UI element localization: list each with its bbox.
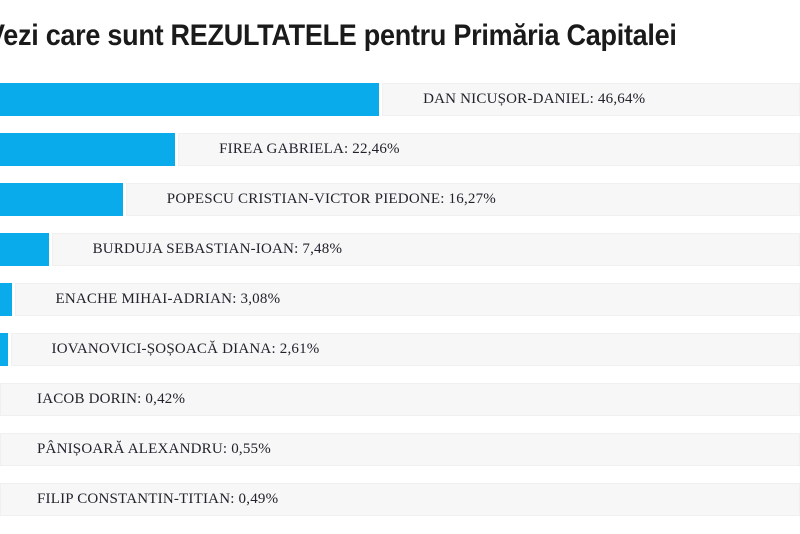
candidate-result-label: FIREA GABRIELA: 22,46% bbox=[219, 141, 400, 157]
result-row: FIREA GABRIELA: 22,46% bbox=[0, 133, 800, 166]
result-row-track: BURDUJA SEBASTIAN-IOAN: 7,48% bbox=[51, 233, 800, 266]
page-title: Vezi care sunt REZULTATELE pentru Primăr… bbox=[0, 19, 677, 52]
candidate-result-label: IACOB DORIN: 0,42% bbox=[37, 391, 186, 407]
result-row: PÂNIȘOARĂ ALEXANDRU: 0,55% bbox=[0, 433, 800, 466]
candidate-result-label: DAN NICUȘOR-DANIEL: 46,64% bbox=[423, 91, 646, 107]
result-bar bbox=[0, 233, 49, 266]
result-row-track: IACOB DORIN: 0,42% bbox=[0, 383, 800, 416]
result-bar bbox=[0, 283, 12, 316]
result-row-track: PÂNIȘOARĂ ALEXANDRU: 0,55% bbox=[0, 433, 800, 466]
result-row-track: IOVANOVICI-ȘOȘOACĂ DIANA: 2,61% bbox=[10, 333, 800, 366]
result-row-track: FILIP CONSTANTIN-TITIAN: 0,49% bbox=[0, 483, 800, 516]
candidate-result-label: FILIP CONSTANTIN-TITIAN: 0,49% bbox=[37, 491, 279, 507]
results-bar-chart: DAN NICUȘOR-DANIEL: 46,64% FIREA GABRIELA… bbox=[0, 83, 800, 533]
result-row-track: POPESCU CRISTIAN-VICTOR PIEDONE: 16,27% bbox=[125, 183, 800, 216]
result-bar bbox=[0, 83, 380, 116]
result-row-track: ENACHE MIHAI-ADRIAN: 3,08% bbox=[14, 283, 800, 316]
result-row: IACOB DORIN: 0,42% bbox=[0, 383, 800, 416]
result-row: POPESCU CRISTIAN-VICTOR PIEDONE: 16,27% bbox=[0, 183, 800, 216]
result-bar bbox=[0, 333, 8, 366]
candidate-result-label: PÂNIȘOARĂ ALEXANDRU: 0,55% bbox=[37, 441, 271, 457]
result-row-track: DAN NICUȘOR-DANIEL: 46,64% bbox=[382, 83, 800, 116]
candidate-result-label: ENACHE MIHAI-ADRIAN: 3,08% bbox=[55, 291, 281, 307]
result-bar bbox=[0, 133, 176, 166]
result-row: ENACHE MIHAI-ADRIAN: 3,08% bbox=[0, 283, 800, 316]
candidate-result-label: POPESCU CRISTIAN-VICTOR PIEDONE: 16,27% bbox=[166, 191, 497, 207]
candidate-result-label: IOVANOVICI-ȘOȘOACĂ DIANA: 2,61% bbox=[51, 341, 320, 357]
result-row: FILIP CONSTANTIN-TITIAN: 0,49% bbox=[0, 483, 800, 516]
result-row: DAN NICUȘOR-DANIEL: 46,64% bbox=[0, 83, 800, 116]
candidate-result-label: BURDUJA SEBASTIAN-IOAN: 7,48% bbox=[92, 241, 343, 257]
result-bar bbox=[0, 183, 123, 216]
result-row-track: FIREA GABRIELA: 22,46% bbox=[178, 133, 800, 166]
result-row: BURDUJA SEBASTIAN-IOAN: 7,48% bbox=[0, 233, 800, 266]
result-row: IOVANOVICI-ȘOȘOACĂ DIANA: 2,61% bbox=[0, 333, 800, 366]
